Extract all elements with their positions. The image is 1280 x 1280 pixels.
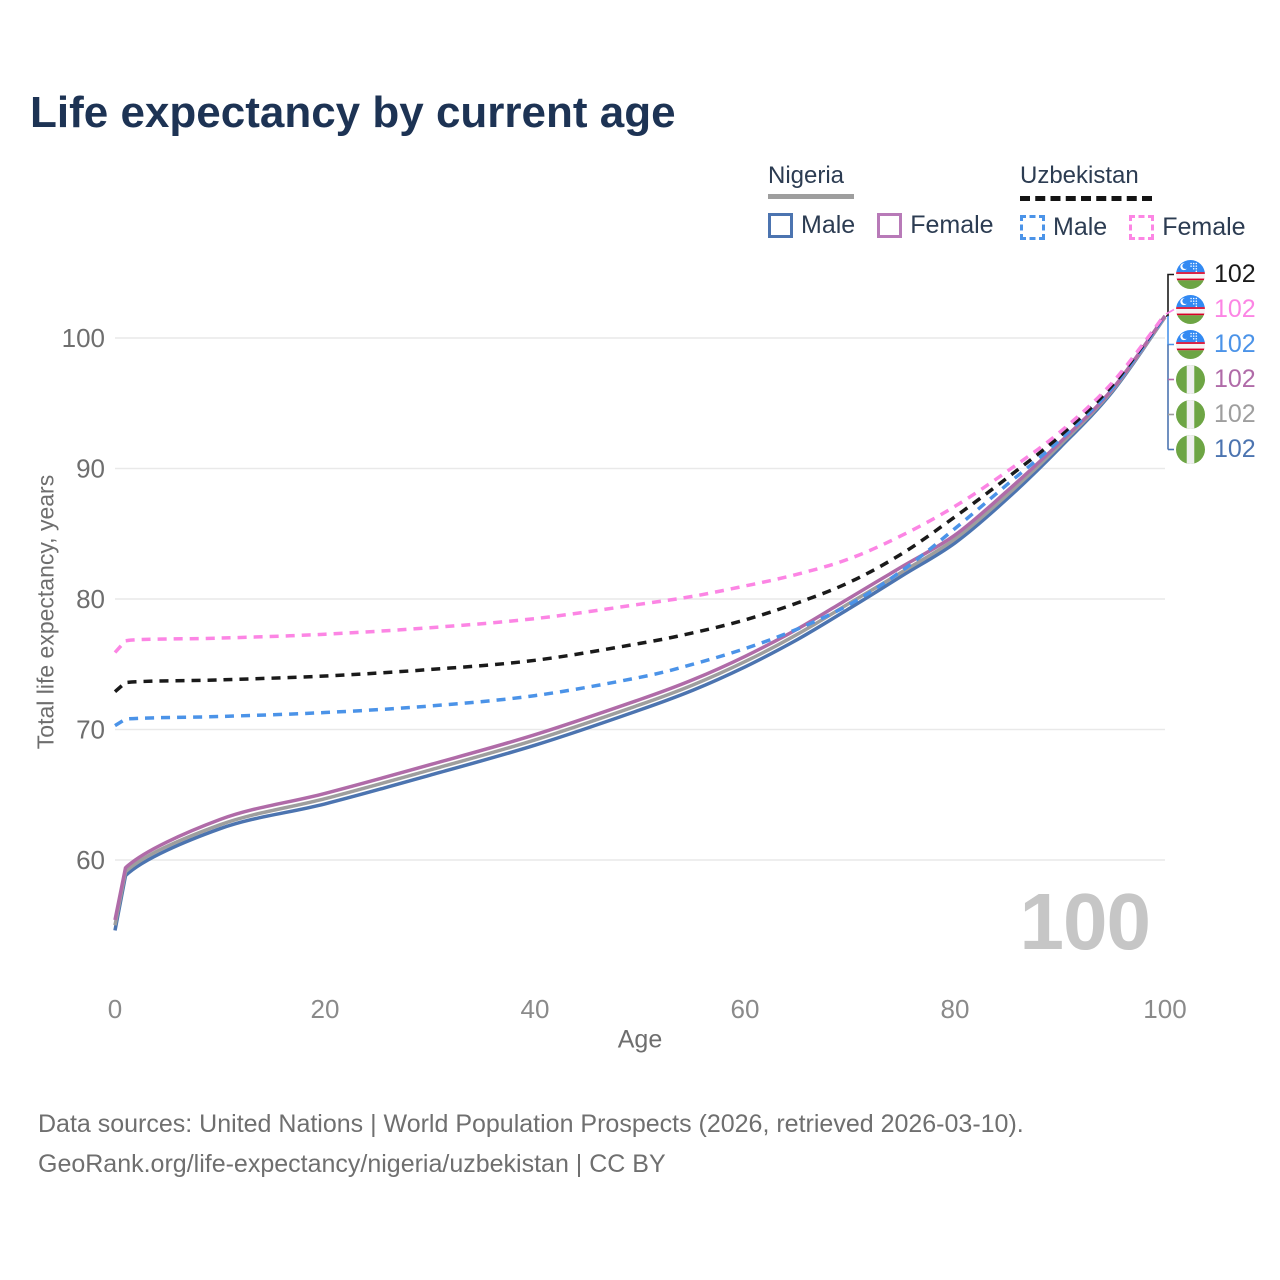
y-tick-label: 70	[76, 715, 105, 745]
series-line-uzbekistan-female[interactable]	[113, 313, 1167, 654]
uzbekistan-male-swatch-icon	[1020, 215, 1045, 240]
end-label-value: 102	[1214, 400, 1256, 428]
nigeria-female-swatch-icon	[877, 213, 903, 238]
y-tick-label: 90	[76, 454, 105, 484]
end-label-connector	[1167, 316, 1174, 346]
legend-item-uzbekistan-male[interactable]: Male	[1020, 213, 1107, 242]
legend-item-nigeria-male[interactable]: Male	[768, 211, 855, 240]
end-label-row-nigeria-3: 102	[1176, 362, 1256, 397]
footer-sources-line: Data sources: United Nations | World Pop…	[38, 1110, 1024, 1138]
uzbekistan-line-style-sample	[1020, 196, 1152, 201]
end-label-value: 102	[1214, 330, 1256, 358]
x-tick-label: 80	[941, 994, 970, 1024]
legend-item-uzbekistan-female[interactable]: Female	[1129, 213, 1246, 242]
y-tick-label: 80	[76, 584, 105, 614]
uzbekistan-flag-icon	[1176, 330, 1205, 359]
series-line-uzbekistan-male[interactable]	[114, 314, 1167, 728]
series-line-uzbekistan-overall[interactable]	[113, 313, 1167, 693]
uzbekistan-flag-icon	[1176, 295, 1205, 324]
nigeria-male-swatch-icon	[768, 213, 793, 238]
legend-group-nigeria: Nigeria Male Female	[768, 162, 994, 240]
uzbekistan-female-swatch-icon	[1129, 215, 1155, 240]
end-label-value: 102	[1214, 260, 1256, 288]
y-tick-label: 100	[62, 323, 105, 353]
nigeria-flag-icon	[1176, 435, 1205, 464]
legend-label: Male	[801, 211, 856, 239]
series-line-nigeria-female[interactable]	[113, 314, 1167, 921]
series-line-nigeria-male[interactable]	[113, 316, 1167, 931]
legend-group-uzbekistan: Uzbekistan Male Female	[1020, 162, 1246, 242]
series-end-labels: 102 102 102 102 102 102	[1176, 257, 1256, 467]
y-axis-title: Total life expectancy, years	[32, 474, 59, 750]
footer-url-line: GeoRank.org/life-expectancy/nigeria/uzbe…	[38, 1150, 666, 1178]
end-label-value: 102	[1214, 435, 1256, 463]
y-tick-label: 60	[76, 845, 105, 875]
uzbekistan-flag-icon	[1176, 260, 1205, 289]
legend-heading-uzbekistan[interactable]: Uzbekistan	[1020, 162, 1139, 189]
nigeria-flag-icon	[1176, 400, 1205, 429]
end-label-row-uzbekistan-1: 102	[1176, 292, 1256, 327]
end-label-value: 102	[1214, 295, 1256, 323]
x-tick-label: 0	[108, 994, 122, 1024]
x-tick-label: 60	[731, 994, 760, 1024]
end-label-row-nigeria-5: 102	[1176, 432, 1256, 467]
legend-label: Male	[1053, 213, 1108, 241]
nigeria-line-style-sample	[768, 194, 854, 199]
x-tick-label: 20	[311, 994, 340, 1024]
footer: Data sources: United Nations | World Pop…	[38, 1104, 1024, 1184]
end-label-row-uzbekistan-0: 102	[1176, 257, 1256, 292]
end-label-row-nigeria-4: 102	[1176, 397, 1256, 432]
legend-label: Female	[1162, 213, 1246, 241]
legend-label: Female	[910, 211, 994, 239]
legend-heading-nigeria[interactable]: Nigeria	[768, 162, 845, 189]
end-label-connector	[1165, 308, 1175, 315]
series-line-nigeria-overall[interactable]	[113, 316, 1167, 926]
page-title: Life expectancy by current age	[30, 88, 676, 137]
age-counter-watermark: 100	[1019, 877, 1151, 966]
x-tick-label: 100	[1143, 994, 1186, 1024]
end-label-connector	[1166, 273, 1174, 317]
end-label-row-uzbekistan-2: 102	[1176, 327, 1256, 362]
legend-item-nigeria-female[interactable]: Female	[877, 211, 994, 240]
end-label-value: 102	[1214, 365, 1256, 393]
x-tick-label: 40	[521, 994, 550, 1024]
nigeria-flag-icon	[1176, 365, 1205, 394]
x-axis-title: Age	[617, 1025, 663, 1054]
